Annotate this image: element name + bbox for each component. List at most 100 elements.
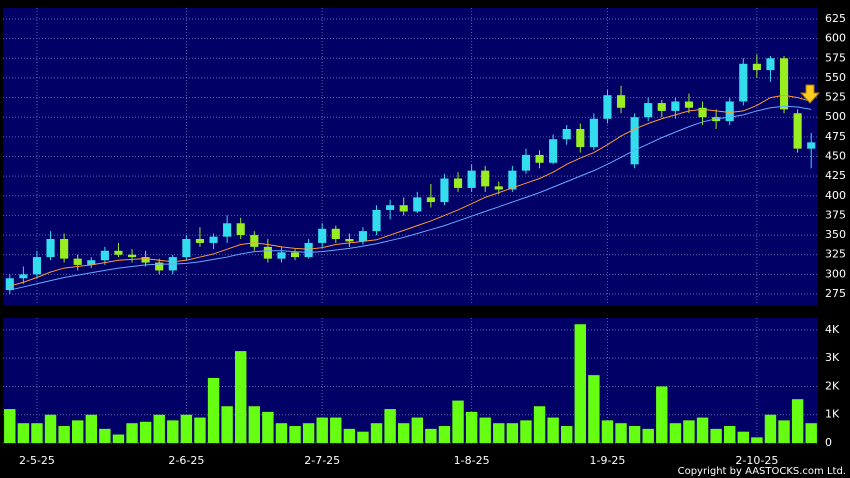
volume-bar [248,406,260,443]
candle-body [671,101,680,111]
x-tick-label: 2-5-25 [19,454,55,467]
candle-body [494,186,503,190]
moving-average-line [9,94,812,287]
candle-body [318,228,327,243]
candle-body [562,129,571,140]
volume-bar [85,414,97,443]
volume-bar [601,420,614,443]
candle-body [576,129,585,148]
volume-bar [343,428,356,443]
volume-bar [493,423,505,443]
candle-body [453,178,463,188]
volume-bar [112,434,125,443]
candle-body [508,170,517,190]
x-tick-label: 2-6-25 [168,454,204,467]
volume-bar [425,428,437,443]
candle-body [87,260,96,265]
candle-body [752,63,761,71]
volume-bar [479,417,491,443]
volume-bar [465,411,478,443]
candle-body [521,154,531,171]
candle-body [616,95,626,108]
candle-body [739,63,748,102]
candle-body [32,257,42,275]
volume-bar [669,423,682,443]
candle-body [331,228,340,239]
volume-bar [262,411,274,443]
y-tick-label: 4K [825,323,840,336]
x-tick-label: 2-7-25 [304,454,340,467]
copyright: Copyright by AASTOCKS.com Ltd. [678,466,846,477]
volume-bar [805,423,817,443]
candle-body [684,101,694,108]
volume-bar [221,406,233,443]
volume-bar [764,414,777,443]
y-tick-label: 2K [825,379,840,392]
candle-body [725,101,734,122]
volume-bar [696,417,709,443]
volume-bar [330,417,342,443]
volume-bar [126,423,138,443]
candle-body [779,58,789,110]
volume-bar [520,420,532,443]
candle-body [630,117,639,165]
y-tick-label: 375 [825,208,846,221]
volume-bar [4,409,16,443]
candle-body [127,254,137,258]
candle-body [644,103,653,118]
volume-bar [153,414,165,443]
x-tick-label: 2-10-25 [735,454,778,467]
y-tick-label: 625 [825,12,846,25]
volume-bar [452,400,464,443]
volume-bar [628,426,641,443]
volume-bar [588,375,600,443]
candle-body [399,205,408,212]
volume-bar [642,428,654,443]
candle-body [807,142,816,149]
candle-body [250,235,259,247]
volume-bar [615,423,627,443]
candle-body [793,113,802,149]
y-tick-label: 575 [825,51,846,64]
candle-body [60,239,69,259]
candle-body [195,239,205,243]
volume-bar [683,420,695,443]
volume-bar [710,428,722,443]
volume-bar [574,324,586,443]
y-tick-label: 300 [825,267,846,280]
candle-body [440,178,449,203]
volume-bar [547,417,559,443]
candle-body [114,250,123,255]
volume-bar [180,414,193,443]
y-tick-label: 400 [825,189,846,202]
volume-bar [737,431,749,443]
candle-body [19,274,28,279]
y-tick-label: 425 [825,169,846,182]
volume-bar [207,377,220,443]
y-tick-label: 475 [825,130,846,143]
candle-body [467,170,476,188]
volume-bar [398,423,410,443]
volume-bar [275,423,288,443]
y-tick-label: 450 [825,150,846,163]
volume-bar [438,426,451,443]
volume-bar [58,426,70,443]
x-tick-label: 1-9-25 [589,454,625,467]
candle-body [413,197,422,212]
price-panel [3,8,818,305]
candle-body [277,252,286,259]
candle-body [766,58,775,71]
volume-bar [194,417,206,443]
candle-body [5,278,14,291]
volume-bar [656,386,668,443]
candle-body [345,239,354,242]
candle-body [73,258,82,265]
y-tick-label: 500 [825,110,846,123]
volume-bar [17,423,30,443]
volume-bar [302,423,315,443]
candle-body [426,197,435,203]
candle-body [209,236,218,243]
volume-bar [357,431,369,443]
candle-body [386,205,395,210]
